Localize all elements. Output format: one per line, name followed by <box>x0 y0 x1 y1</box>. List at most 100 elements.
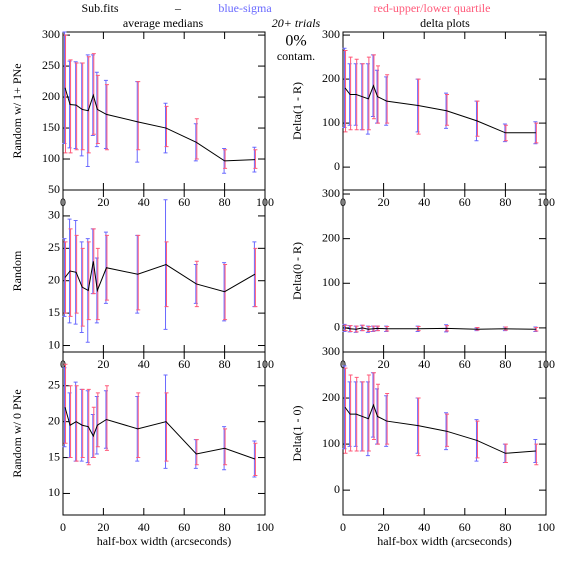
quartile-error-bar <box>164 392 169 462</box>
y-tick-label: 100 <box>322 275 340 289</box>
quartile-error-bar <box>86 241 91 321</box>
quartile-error-bar <box>136 81 141 151</box>
quartile-error-bar <box>534 326 539 332</box>
y-tick-label: 200 <box>322 71 340 85</box>
y-tick-label: 200 <box>322 390 340 404</box>
x-tick-label: 40 <box>418 357 430 371</box>
y-axis-label: Random <box>10 250 24 291</box>
quartile-error-bar <box>74 385 79 462</box>
y-tick-label: 25 <box>48 377 60 391</box>
quartile-error-bar <box>534 443 539 466</box>
x-tick-label: 20 <box>378 195 390 209</box>
quartile-error-bar <box>253 247 258 308</box>
y-axis-label: Random w/ 0 PNe <box>10 389 24 477</box>
quartile-error-bar <box>223 264 228 321</box>
quartile-error-bar <box>253 149 258 169</box>
x-tick-label: 60 <box>459 520 471 534</box>
y-tick-label: 100 <box>322 436 340 450</box>
quartile-error-bar <box>348 374 353 452</box>
quartile-error-bar <box>164 241 169 308</box>
y-axis-label: Delta(1 - 0) <box>290 406 304 462</box>
x-tick-label: 0 <box>340 520 346 534</box>
contam-note: contam. <box>277 49 315 63</box>
y-tick-label: 0 <box>334 320 340 334</box>
quartile-error-bar <box>366 56 371 131</box>
y-tick-label: 25 <box>48 240 60 254</box>
y-axis-label: Delta(0 - R) <box>290 242 304 300</box>
quartile-error-bar <box>164 105 169 148</box>
x-tick-label: 40 <box>138 520 150 534</box>
x-tick-label: 60 <box>178 520 190 534</box>
x-tick-label: 20 <box>97 520 109 534</box>
quartile-error-bar <box>223 149 228 169</box>
contam-percent: 0% <box>285 33 306 50</box>
x-tick-label: 80 <box>499 520 511 534</box>
trials-note: 20+ trials <box>272 16 321 30</box>
y-tick-label: 300 <box>322 344 340 358</box>
y-tick-label: 300 <box>322 27 340 41</box>
x-axis-label: half-box width (arcseconds) <box>97 534 232 548</box>
quartile-error-bar <box>68 385 73 459</box>
quartile-error-bar <box>416 78 421 135</box>
panel-frame <box>62 351 266 516</box>
quartile-error-bar <box>366 374 371 452</box>
x-tick-label: 100 <box>256 520 274 534</box>
x-tick-label: 80 <box>219 357 231 371</box>
sigma-error-bar <box>62 238 67 317</box>
quartile-error-bar <box>348 56 353 131</box>
quartile-error-bar <box>343 49 348 133</box>
panel-frame <box>342 351 547 516</box>
y-tick-label: 250 <box>42 58 60 72</box>
x-tick-label: 40 <box>418 520 430 534</box>
x-tick-label: 20 <box>97 357 109 371</box>
x-tick-label: 80 <box>219 520 231 534</box>
x-tick-label: 60 <box>178 195 190 209</box>
x-tick-label: 60 <box>178 357 190 371</box>
y-tick-label: 15 <box>48 305 60 319</box>
quartile-error-bar <box>376 65 381 124</box>
quartile-error-bar <box>104 385 109 451</box>
quartile-error-bar <box>86 56 91 154</box>
quartile-error-bar <box>95 247 100 321</box>
y-tick-label: 0 <box>334 482 340 496</box>
median-line <box>344 403 536 454</box>
median-line <box>344 84 536 134</box>
quartile-error-bar <box>223 428 228 466</box>
quartile-error-bar <box>63 34 68 154</box>
x-tick-label: 0 <box>60 520 66 534</box>
quartile-error-bar <box>63 363 68 444</box>
x-tick-label: 20 <box>378 357 390 371</box>
x-tick-label: 20 <box>97 195 109 209</box>
quartile-error-bar <box>91 406 96 459</box>
y-tick-label: 0 <box>334 159 340 173</box>
y-tick-label: 300 <box>42 27 60 41</box>
quartile-error-bar <box>104 84 109 151</box>
quartile-error-bar <box>376 383 381 445</box>
quartile-error-bar <box>74 62 79 151</box>
quartile-error-bar <box>136 392 141 459</box>
y-tick-label: 20 <box>48 272 60 286</box>
x-tick-label: 80 <box>499 357 511 371</box>
y-tick-label: 20 <box>48 413 60 427</box>
quartile-error-bar <box>194 439 199 466</box>
quartile-error-bar <box>194 118 199 160</box>
median-line <box>64 261 256 293</box>
x-tick-label: 100 <box>537 520 555 534</box>
quartile-error-bar <box>534 122 539 144</box>
quartile-error-bar <box>136 234 141 311</box>
x-tick-label: 40 <box>418 195 430 209</box>
y-tick-label: 50 <box>48 182 60 196</box>
median-line <box>344 327 536 330</box>
y-tick-label: 30 <box>48 208 60 222</box>
left-title: average medians <box>123 16 204 30</box>
quartile-error-bar <box>343 367 348 454</box>
x-tick-label: 40 <box>138 357 150 371</box>
file-name: Sub.fits <box>81 1 118 15</box>
quartile-error-bar <box>416 397 421 457</box>
quartile-error-bar <box>68 228 73 317</box>
quartile-error-bar <box>445 413 450 447</box>
x-tick-label: 80 <box>219 195 231 209</box>
y-axis-label: Delta(1 - R) <box>290 82 304 140</box>
